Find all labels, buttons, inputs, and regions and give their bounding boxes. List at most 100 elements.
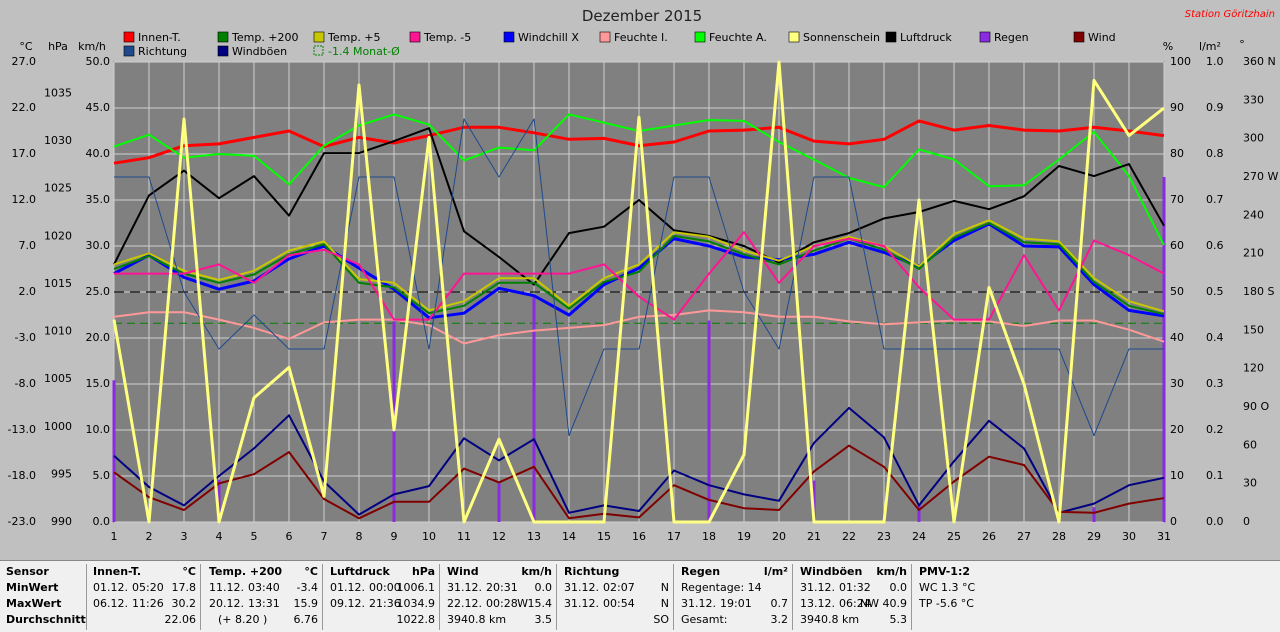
tick-label-x: 13 xyxy=(527,530,541,543)
tick-label-temp: -8.0 xyxy=(15,377,36,390)
stats-druck-unit: hPa xyxy=(411,565,435,578)
tick-label-left: 10.0 xyxy=(86,423,111,436)
tick-label-x: 9 xyxy=(391,530,398,543)
stats-wind-min-value: 0.0 xyxy=(534,581,553,594)
stats-regen-max-time: 19:01 xyxy=(720,597,752,610)
stats-wind-avg: 3.5 xyxy=(534,613,553,626)
tick-label-x: 8 xyxy=(356,530,363,543)
stats-regen-max-value: 0.7 xyxy=(770,597,789,610)
axis-header-temp: °C xyxy=(19,40,33,53)
tick-label-pressure: 995 xyxy=(51,467,72,480)
stats-pmv-title: PMV-1:2 xyxy=(919,565,970,578)
tick-label-percent: 80 xyxy=(1170,147,1184,160)
stats-richtung-avg: SO xyxy=(653,613,669,626)
tick-label-percent: 10 xyxy=(1170,469,1184,482)
stats-richtung-min-value: N xyxy=(660,581,669,594)
tick-label-x: 17 xyxy=(667,530,681,543)
series-line-windb-en xyxy=(113,406,1165,516)
legend-label: Wind xyxy=(1088,31,1116,44)
stats-innen-min-value: 17.8 xyxy=(171,581,197,594)
tick-label-direction: 0 xyxy=(1243,515,1250,528)
tick-label-x: 11 xyxy=(457,530,471,543)
tick-label-temp: -18.0 xyxy=(8,469,36,482)
tick-label-direction: 150 xyxy=(1243,323,1264,336)
stats-labels: Sensor MinWert MaxWert Durchschnitt xyxy=(6,564,87,630)
tick-label-temp: -3.0 xyxy=(15,331,36,344)
stats-boeen-title: Windböen xyxy=(800,565,863,578)
tick-label-left: 25.0 xyxy=(86,285,111,298)
stats-innen-max-date: 06.12. xyxy=(93,597,128,610)
legend-swatch xyxy=(503,31,515,43)
rain-bar xyxy=(497,483,501,522)
tick-label-direction: 240 xyxy=(1243,208,1264,221)
series-line-wind xyxy=(113,444,1165,520)
legend-swatch xyxy=(979,31,991,43)
stats-wind-title: Wind xyxy=(447,565,479,578)
stats-innen-avg: 22.06 xyxy=(164,613,197,626)
legend-label: Regen xyxy=(994,31,1029,44)
tick-label-rain: 0.7 xyxy=(1206,193,1224,206)
tick-label-percent: 20 xyxy=(1170,423,1184,436)
tick-label-rain: 1.0 xyxy=(1206,55,1224,68)
tick-label-x: 3 xyxy=(181,530,188,543)
tick-label-x: 6 xyxy=(286,530,293,543)
stats-temp200-min-value: -3.4 xyxy=(296,581,318,594)
tick-label-x: 26 xyxy=(982,530,996,543)
tick-label-x: 27 xyxy=(1017,530,1031,543)
tick-label-x: 19 xyxy=(737,530,751,543)
stats-wind-min-time: 20:31 xyxy=(486,581,518,594)
stats-pmv-wc: WC 1.3 °C xyxy=(919,581,976,594)
tick-label-pressure: 1000 xyxy=(44,420,72,433)
legend-label: Windböen xyxy=(232,45,287,58)
legend-swatch xyxy=(123,45,135,57)
tick-label-left: 15.0 xyxy=(86,377,111,390)
tick-label-x: 10 xyxy=(422,530,436,543)
stats-temp200-max-value: 15.9 xyxy=(293,597,319,610)
tick-label-x: 25 xyxy=(947,530,961,543)
tick-label-rain: 0.1 xyxy=(1206,469,1224,482)
legend-label: Temp. +200 xyxy=(231,31,299,44)
weather-chart: Dezember 2015 Station Göritzhain °C hPa … xyxy=(8,7,1279,543)
tick-label-temp: 27.0 xyxy=(12,55,37,68)
tick-label-rain: 0.0 xyxy=(1206,515,1224,528)
tick-label-left: 5.0 xyxy=(93,469,111,482)
stats-boeen-max-dir: NW xyxy=(859,597,879,610)
stats-richtung-max-time: 00:54 xyxy=(603,597,635,610)
legend-swatch xyxy=(313,31,325,43)
tick-label-x: 28 xyxy=(1052,530,1066,543)
stats-min-label: MinWert xyxy=(6,581,59,594)
tick-label-percent: 100 xyxy=(1170,55,1191,68)
legend-label: Feuchte I. xyxy=(614,31,668,44)
stats-boeen-avg: 5.3 xyxy=(889,613,908,626)
tick-label-pressure: 1015 xyxy=(44,277,72,290)
tick-label-x: 15 xyxy=(597,530,611,543)
stats-boeen-distance: 3940.8 km xyxy=(800,613,860,626)
axis-tick-labels: 0.05.010.015.020.025.030.035.040.045.050… xyxy=(8,55,1279,543)
rain-bar xyxy=(1092,507,1096,522)
tick-label-x: 7 xyxy=(321,530,328,543)
stats-innen-min-time: 05:20 xyxy=(132,581,164,594)
stats-boeen-max-time: 06:24 xyxy=(839,597,871,610)
tick-label-temp: 7.0 xyxy=(19,239,37,252)
tick-label-pressure: 1035 xyxy=(44,86,72,99)
legend-label: Windchill X xyxy=(518,31,579,44)
axis-header-pressure: hPa xyxy=(48,40,68,53)
tick-label-direction: 360 N xyxy=(1243,55,1276,68)
stats-innen-max-time: 11:26 xyxy=(132,597,164,610)
tick-label-percent: 70 xyxy=(1170,193,1184,206)
stats-innen-unit: °C xyxy=(182,565,196,578)
stats-wind-max-dir: W xyxy=(517,597,528,610)
tick-label-x: 14 xyxy=(562,530,576,543)
tick-label-temp: 22.0 xyxy=(12,101,37,114)
stats-richtung-max-value: N xyxy=(660,597,669,610)
tick-label-x: 31 xyxy=(1157,530,1171,543)
stats-boeen-unit: km/h xyxy=(876,565,907,578)
stats-druck-min-time: 00:00 xyxy=(369,581,401,594)
tick-label-x: 24 xyxy=(912,530,926,543)
series-line-richtung xyxy=(114,118,1164,436)
stats-richtung-min-date: 31.12. xyxy=(564,581,599,594)
tick-label-direction: 300 xyxy=(1243,132,1264,145)
stats-richtung-min-time: 02:07 xyxy=(603,581,635,594)
stats-regen-total-label: Gesamt: xyxy=(681,613,728,626)
series-line-feuchte-i- xyxy=(113,309,1165,345)
